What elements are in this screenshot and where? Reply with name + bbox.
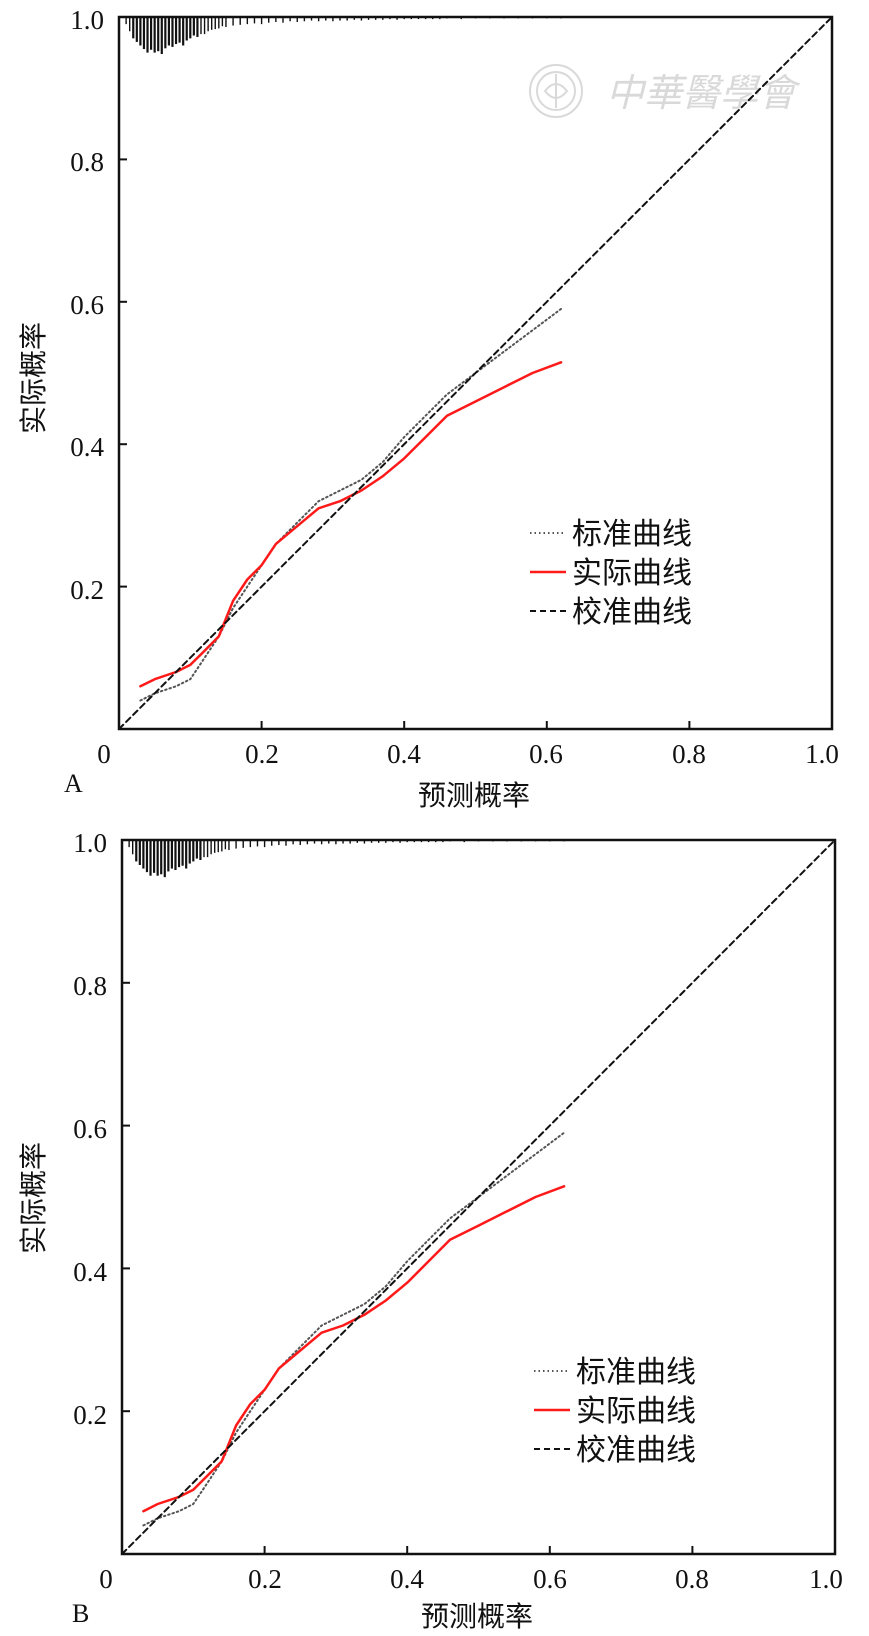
- x-tick-label: 0.2: [245, 739, 279, 769]
- legend-label-actual: 实际曲线: [572, 556, 692, 591]
- y-tick-label: 0.8: [73, 971, 107, 1001]
- y-axis-title: 实际概率: [17, 1142, 50, 1254]
- chart-panel-a: 1.0 0.8 0.6 0.4 0.2 0 0.2 0.4 0.6 0.8 1.…: [17, 5, 839, 812]
- x-tick-label: 0.8: [672, 739, 706, 769]
- x-tick-label: 0.8: [675, 1564, 709, 1594]
- x-tick-label: 0.4: [387, 739, 421, 769]
- x-tick-label: 1.0: [809, 1564, 843, 1594]
- y-tick-label: 0.2: [70, 575, 104, 605]
- legend-label-standard: 标准曲线: [572, 517, 692, 552]
- legend-label-calibration: 校准曲线: [572, 595, 692, 630]
- panel-label: A: [64, 769, 83, 798]
- y-tick-label: 0.4: [70, 432, 104, 462]
- y-axis-title: 实际概率: [17, 322, 50, 434]
- legend-label-actual: 实际曲线: [576, 1394, 696, 1429]
- legend-label-standard: 标准曲线: [576, 1355, 696, 1390]
- legend: 标准曲线 实际曲线 校准曲线: [530, 517, 692, 630]
- y-tick-label: 1.0: [73, 828, 107, 858]
- watermark-seal: [529, 64, 583, 118]
- plot-frame: [117, 15, 834, 731]
- panel-label: B: [72, 1599, 89, 1628]
- legend: 标准曲线 实际曲线 校准曲线: [534, 1355, 696, 1468]
- series-line-calibration: [118, 16, 833, 730]
- series-line-actual: [139, 361, 563, 688]
- watermark: 中華醫學會: [529, 64, 801, 118]
- x-tick-label: 0: [97, 739, 111, 769]
- y-tick-label: 0.2: [73, 1400, 107, 1430]
- plot-frame: [120, 838, 837, 1556]
- chart-panel-b: 1.0 0.8 0.6 0.4 0.2 0 0.2 0.4 0.6 0.8 1.…: [17, 828, 843, 1633]
- series-line-calibration: [121, 839, 836, 1555]
- series-line-actual: [142, 1185, 566, 1513]
- watermark-text: 中華醫學會: [606, 71, 801, 115]
- series-line-standard: [142, 1131, 566, 1527]
- series-line-standard: [139, 307, 563, 702]
- x-tick-label: 0.6: [533, 1564, 567, 1594]
- x-tick-label: 0: [99, 1564, 113, 1594]
- y-tick-label: 1.0: [70, 5, 104, 35]
- x-axis-title: 预测概率: [418, 779, 530, 812]
- x-tick-label: 0.6: [529, 739, 563, 769]
- y-tick-label: 0.4: [73, 1257, 107, 1287]
- y-tick-label: 0.6: [70, 290, 104, 320]
- x-tick-label: 0.2: [248, 1564, 282, 1594]
- x-axis-title: 预测概率: [421, 1600, 533, 1633]
- y-tick-label: 0.8: [70, 147, 104, 177]
- x-tick-label: 0.4: [390, 1564, 424, 1594]
- x-tick-label: 1.0: [805, 739, 839, 769]
- legend-label-calibration: 校准曲线: [576, 1433, 696, 1468]
- y-tick-label: 0.6: [73, 1114, 107, 1144]
